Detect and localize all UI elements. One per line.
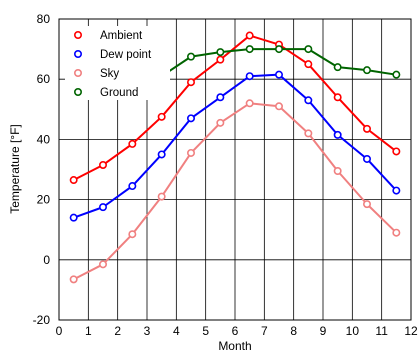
y-tick-label: 0: [43, 253, 50, 267]
data-point: [187, 52, 196, 61]
legend-marker: [74, 88, 83, 97]
data-point: [392, 147, 401, 156]
data-point: [187, 114, 196, 123]
data-point: [333, 130, 342, 139]
data-point: [99, 160, 108, 169]
x-tick-label: 3: [144, 324, 151, 338]
data-point: [157, 192, 166, 201]
data-point: [362, 66, 371, 75]
y-tick-label: 40: [37, 132, 51, 146]
data-series: [69, 31, 401, 284]
data-point: [128, 139, 137, 148]
series-sky: [69, 99, 401, 284]
y-tick-label: 60: [37, 72, 51, 86]
data-point: [362, 200, 371, 209]
data-point: [128, 230, 137, 239]
data-point: [274, 45, 283, 54]
x-tick-label: 4: [173, 324, 180, 338]
x-tick-label: 5: [202, 324, 209, 338]
y-axis-label: Temperature [°F]: [8, 124, 22, 214]
legend-marker: [74, 30, 83, 39]
data-point: [99, 260, 108, 269]
legend-label: Sky: [100, 68, 119, 80]
x-tick-label: 1: [85, 324, 92, 338]
data-point: [128, 182, 137, 191]
data-point: [216, 93, 225, 102]
series-ground: [157, 45, 401, 81]
x-tick-label: 9: [320, 324, 327, 338]
data-point: [69, 275, 78, 284]
data-point: [333, 167, 342, 176]
data-point: [362, 124, 371, 133]
legend-label: Dew point: [100, 49, 152, 61]
series-ambient: [69, 31, 401, 185]
x-tick-label: 12: [404, 324, 418, 338]
data-point: [245, 99, 254, 108]
legend-label: Ground: [100, 87, 138, 99]
y-tick-label: -20: [33, 313, 51, 327]
data-point: [245, 31, 254, 40]
y-tick-label: 20: [37, 193, 51, 207]
data-point: [362, 154, 371, 163]
legend-background: [65, 26, 170, 100]
data-point: [274, 102, 283, 111]
series-line: [73, 34, 397, 181]
data-point: [187, 148, 196, 157]
data-point: [304, 45, 313, 54]
x-tick-label: 2: [114, 324, 121, 338]
data-point: [304, 129, 313, 138]
data-point: [157, 112, 166, 121]
data-point: [392, 70, 401, 79]
data-point: [157, 150, 166, 159]
data-point: [333, 93, 342, 102]
data-point: [216, 48, 225, 57]
legend: Ambient Dew point Sky Ground: [65, 26, 170, 100]
legend-label: Ambient: [100, 30, 143, 42]
series-line: [73, 73, 398, 219]
x-tick-label: 10: [346, 324, 360, 338]
data-point: [99, 203, 108, 212]
data-point: [216, 118, 225, 127]
x-tick-label: 8: [290, 324, 297, 338]
data-point: [245, 45, 254, 54]
data-point: [304, 96, 313, 105]
data-point: [274, 70, 283, 79]
data-point: [392, 186, 401, 195]
y-tick-label: 80: [37, 12, 51, 26]
x-tick-label: 0: [56, 324, 63, 338]
x-tick-label: 7: [261, 324, 268, 338]
series-line: [73, 102, 398, 281]
x-axis-label: Month: [218, 339, 251, 353]
data-point: [304, 60, 313, 69]
data-point: [333, 63, 342, 72]
data-point: [392, 228, 401, 237]
data-point: [69, 176, 78, 185]
series-dew-point: [69, 70, 401, 222]
x-tick-label: 11: [375, 324, 388, 338]
legend-marker: [74, 69, 83, 78]
data-point: [216, 55, 225, 64]
plot-frame: [58, 18, 412, 321]
data-point: [187, 78, 196, 87]
x-tick-label: 6: [232, 324, 239, 338]
data-point: [245, 72, 254, 81]
data-point: [69, 213, 78, 222]
legend-marker: [74, 49, 83, 58]
